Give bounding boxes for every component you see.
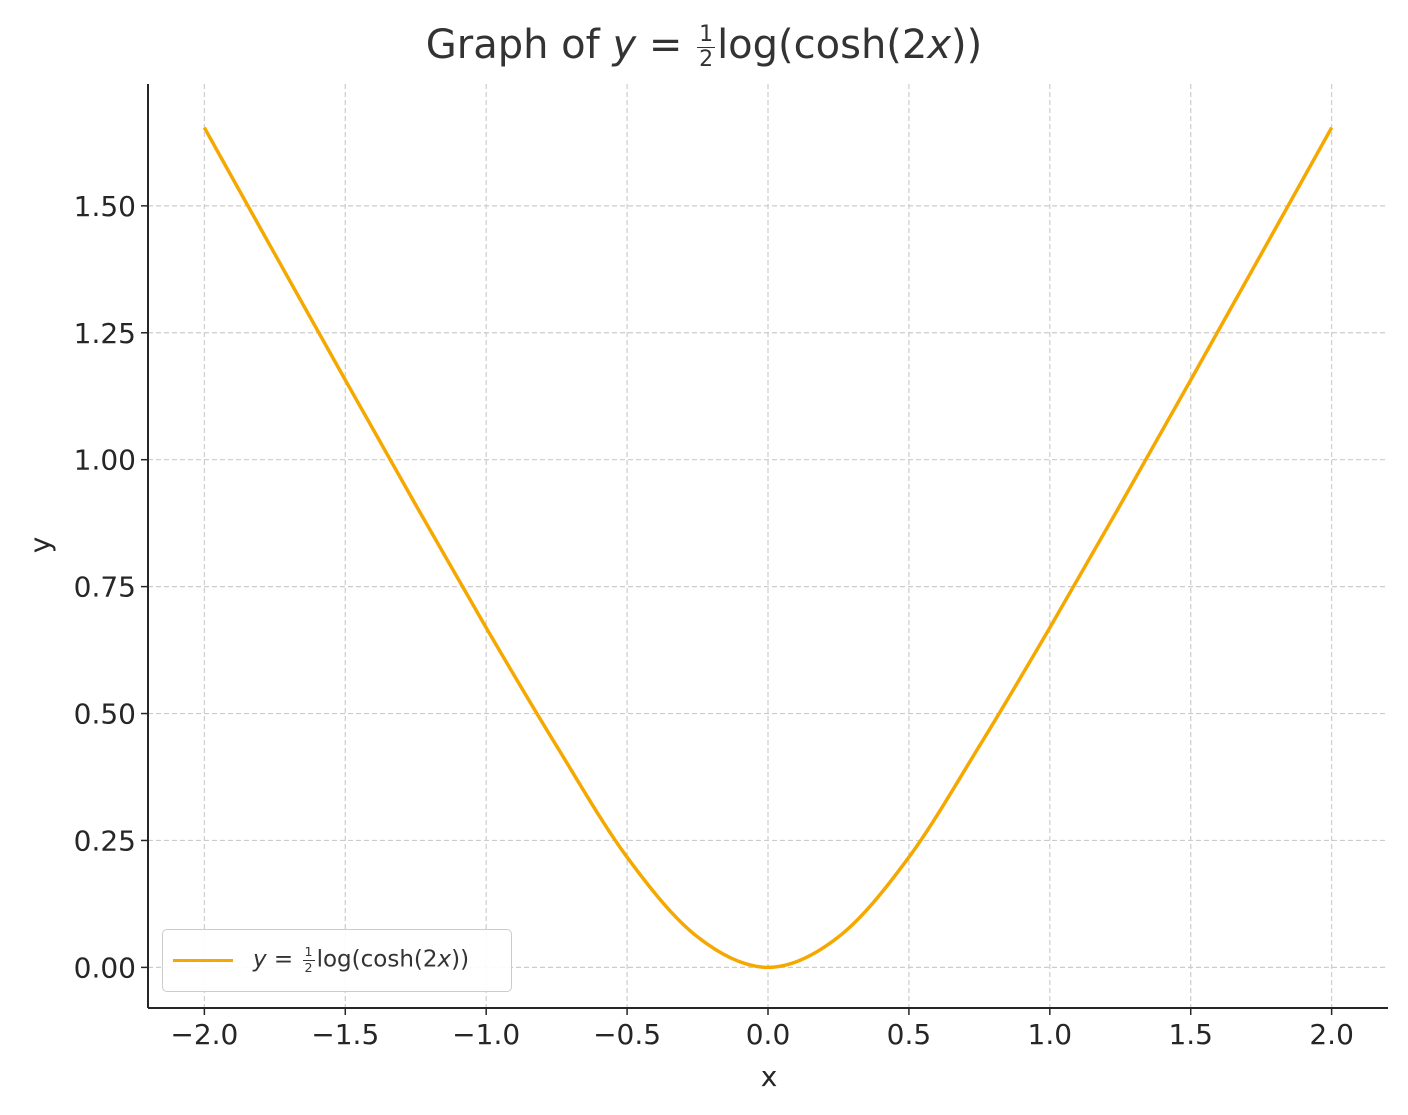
y-tick-label: 0.75 <box>74 571 136 604</box>
y-tick-label: 1.25 <box>74 317 136 350</box>
x-tick-label: 0.0 <box>746 1018 791 1051</box>
x-tick-label: −2.0 <box>170 1018 238 1051</box>
legend-close: )) <box>451 947 470 973</box>
series-lines <box>202 126 1334 970</box>
y-tick-label: 1.50 <box>74 190 136 223</box>
legend-var: x <box>437 947 452 973</box>
x-tick-label: 2.0 <box>1309 1018 1354 1051</box>
legend: y = 1 2 log(cosh(2x)) <box>162 929 512 992</box>
title-prefix: Graph of <box>425 22 613 68</box>
x-tick-label: 1.0 <box>1028 1018 1073 1051</box>
legend-frac-den: 2 <box>304 960 313 975</box>
y-tick-label: 0.50 <box>74 698 136 731</box>
chart-title: Graph of y = 1 2 log(cosh(2x)) <box>0 22 1408 71</box>
title-var: x <box>927 22 952 68</box>
legend-swatch <box>173 959 233 962</box>
x-tick-label: −0.5 <box>593 1018 661 1051</box>
legend-rhs: log(cosh(2 <box>316 947 438 973</box>
x-tick-label: −1.5 <box>311 1018 379 1051</box>
title-frac-den: 2 <box>699 46 714 72</box>
x-tick-label: 1.5 <box>1168 1018 1213 1051</box>
x-axis-label: x <box>760 1060 778 1093</box>
title-rhs: log(cosh(2 <box>717 22 928 68</box>
y-tick-label: 1.00 <box>74 444 136 477</box>
x-tick-label: −1.0 <box>452 1018 520 1051</box>
y-tick-label: 0.00 <box>74 951 136 984</box>
legend-lhs: y <box>253 947 267 973</box>
legend-label: y = 1 2 log(cosh(2x)) <box>253 946 469 974</box>
ticks: −2.0 −1.5 −1.0 −0.5 0.0 0.5 1.0 1.5 2.0 0.00 0.25 0… <box>74 190 1354 1051</box>
legend-frac-num: 1 <box>302 944 315 961</box>
title-close: )) <box>951 22 983 68</box>
x-tick-label: 0.5 <box>887 1018 932 1051</box>
series-line <box>202 126 1334 970</box>
grid <box>148 84 1388 1008</box>
title-frac-num: 1 <box>697 21 716 48</box>
legend-eq: = <box>266 947 301 973</box>
title-lhs: y <box>612 22 637 68</box>
y-axis-label: y <box>23 536 57 554</box>
title-eq: = <box>636 22 696 68</box>
y-tick-label: 0.25 <box>74 824 136 857</box>
